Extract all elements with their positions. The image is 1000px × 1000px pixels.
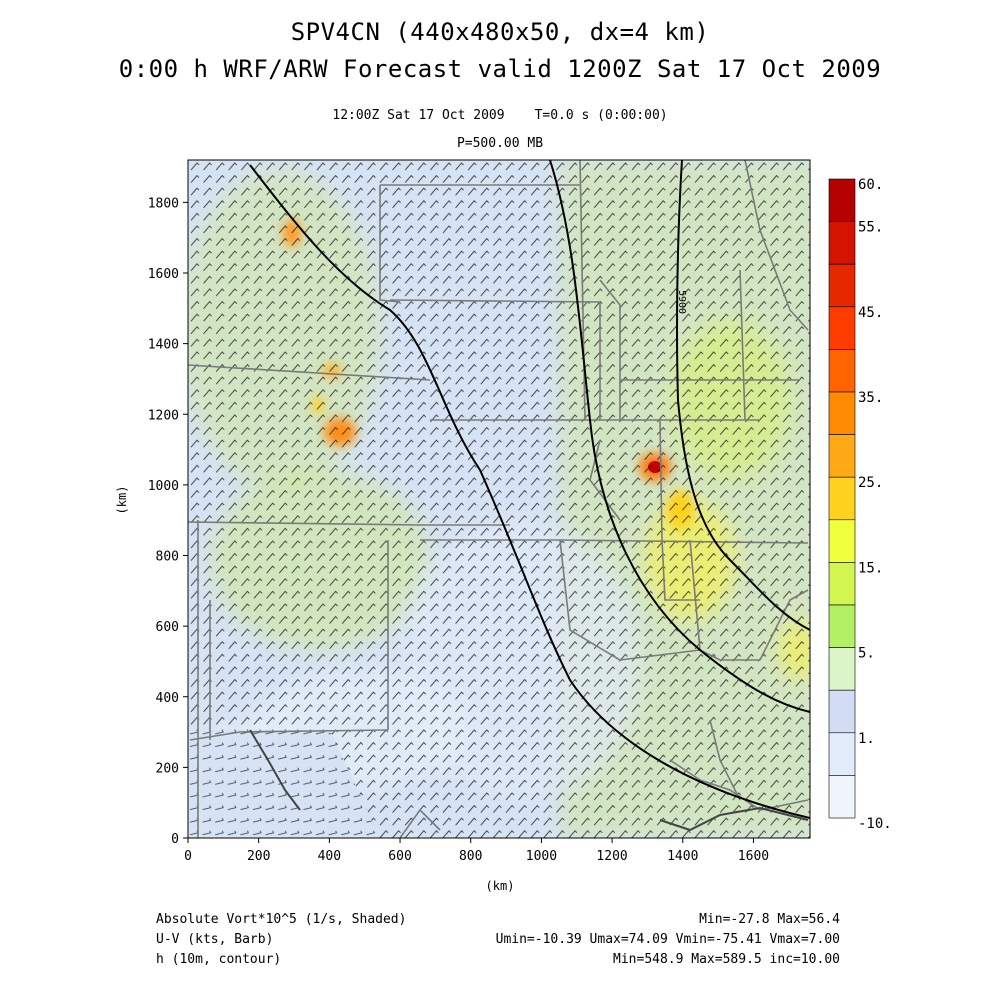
colorbar-swatch xyxy=(828,221,856,265)
x-tick-label: 1000 xyxy=(526,849,557,864)
colorbar-label: 1. xyxy=(858,731,875,747)
chart-title-line1: SPV4CN (440x480x50, dx=4 km) xyxy=(290,18,710,46)
colorbar-swatch xyxy=(828,775,856,819)
colorbar-swatch xyxy=(828,562,856,606)
colorbar-swatch xyxy=(828,647,856,691)
colorbar-swatch xyxy=(828,391,856,435)
chart-title-line2: 0:00 h WRF/ARW Forecast valid 1200Z Sat … xyxy=(118,55,882,83)
contour-label: 5900 xyxy=(676,290,687,314)
wind-barbs-sw xyxy=(188,730,380,838)
colorbar: 60. 55. 45. 35. 25. 15. 5. 1. -10. xyxy=(828,177,892,832)
wind-barbs xyxy=(188,160,810,838)
plot-area: 5900 xyxy=(188,160,810,838)
colorbar-label: -10. xyxy=(858,816,892,832)
plot-frame xyxy=(187,159,811,839)
x-tick-label: 800 xyxy=(459,849,482,864)
subtitle-row: 12:00Z Sat 17 Oct 2009 T=0.0 s (0:00:00) xyxy=(0,108,1000,123)
colorbar-swatch xyxy=(828,519,856,563)
y-tick-label: 1800 xyxy=(148,196,179,211)
colorbar-swatch xyxy=(828,434,856,478)
state-boundaries xyxy=(188,160,809,838)
x-axis: 0 200 400 600 800 1000 1200 1400 1600 xyxy=(184,838,769,864)
pressure-level: P=500.00 MB xyxy=(456,136,544,151)
y-tick-label: 1200 xyxy=(148,408,179,423)
y-tick-label: 0 xyxy=(171,832,179,847)
x-tick-label: 1600 xyxy=(738,849,769,864)
valid-time: 12:00Z Sat 17 Oct 2009 xyxy=(332,108,505,123)
y-axis-label: (km) xyxy=(115,486,129,515)
field1-stats: Min=-27.8 Max=56.4 xyxy=(699,912,840,927)
colorbar-label: 60. xyxy=(858,177,883,193)
x-tick-label: 1400 xyxy=(667,849,698,864)
y-tick-label: 600 xyxy=(156,620,179,635)
x-tick-label: 400 xyxy=(318,849,341,864)
y-tick-label: 400 xyxy=(156,691,179,706)
y-tick-label: 200 xyxy=(156,761,179,776)
y-tick-label: 1400 xyxy=(148,338,179,353)
field3-stats: Min=548.9 Max=589.5 inc=10.00 xyxy=(613,952,840,967)
time-step: T=0.0 s (0:00:00) xyxy=(534,108,668,123)
colorbar-swatch xyxy=(828,349,856,393)
colorbar-swatch xyxy=(828,604,856,648)
y-tick-label: 1000 xyxy=(148,479,179,494)
colorbar-label: 15. xyxy=(858,560,883,576)
x-tick-label: 1200 xyxy=(596,849,627,864)
colorbar-swatch xyxy=(828,732,856,776)
field3-name: h (10m, contour) xyxy=(156,952,282,967)
field1-name: Absolute Vort*10^5 (1/s, Shaded) xyxy=(156,912,407,927)
x-tick-label: 200 xyxy=(247,849,270,864)
field2-stats: Umin=-10.39 Umax=74.09 Vmin=-75.41 Vmax=… xyxy=(495,932,840,947)
y-axis: 0 200 400 600 800 1000 1200 1400 1600 1800 xyxy=(148,196,188,847)
colorbar-label: 5. xyxy=(858,646,875,662)
colorbar-swatch xyxy=(828,263,856,308)
x-axis-label: (km) xyxy=(486,879,515,893)
height-contours xyxy=(249,160,810,819)
coastline xyxy=(249,729,809,832)
colorbar-label: 45. xyxy=(858,305,883,321)
colorbar-swatch xyxy=(828,689,856,734)
x-tick-label: 0 xyxy=(184,849,192,864)
colorbar-swatch xyxy=(828,476,856,521)
y-tick-label: 800 xyxy=(156,550,179,565)
colorbar-swatch xyxy=(828,306,856,350)
colorbar-label: 55. xyxy=(858,220,883,236)
y-tick-label: 1600 xyxy=(148,267,179,282)
colorbar-label: 35. xyxy=(858,390,883,406)
field2-name: U-V (kts, Barb) xyxy=(156,932,274,947)
colorbar-label: 25. xyxy=(858,475,883,491)
colorbar-swatch xyxy=(828,178,856,222)
x-tick-label: 600 xyxy=(388,849,411,864)
